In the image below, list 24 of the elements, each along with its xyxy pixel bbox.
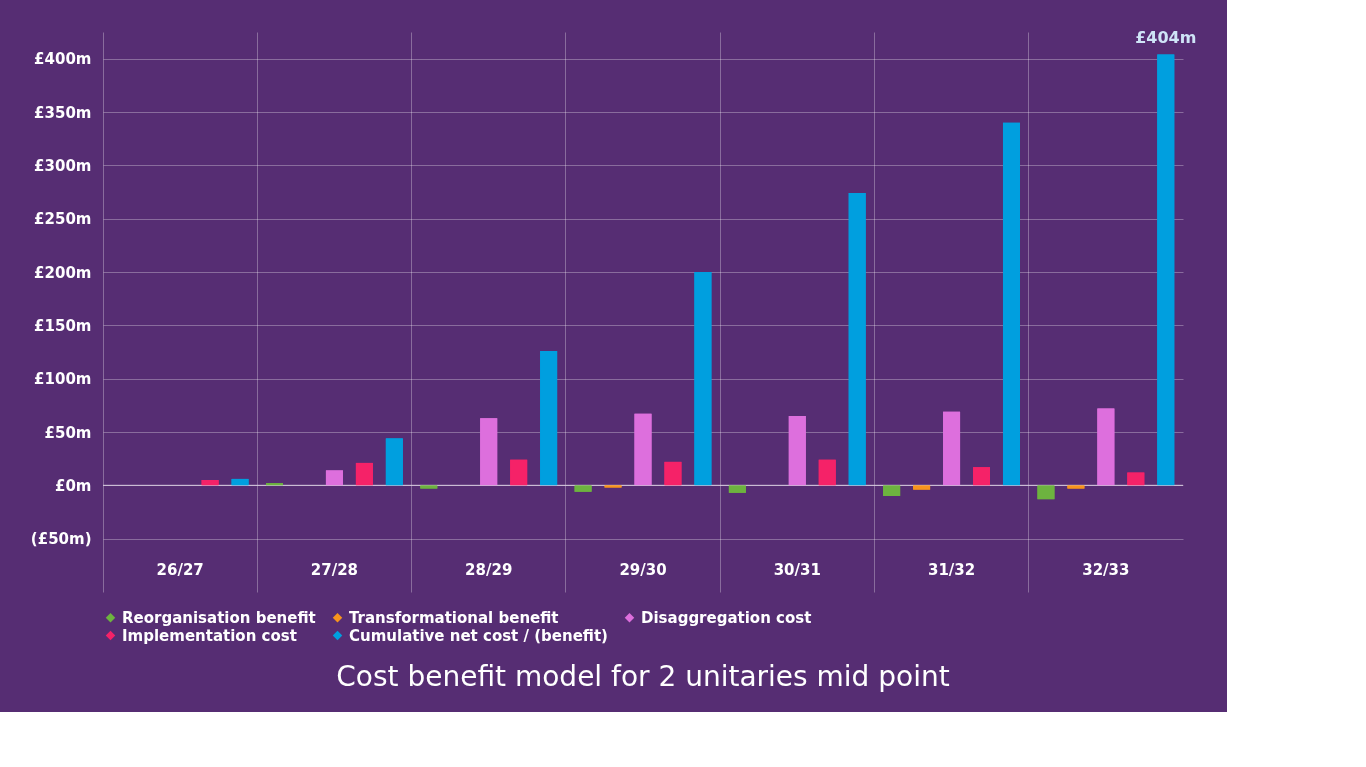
y-tick-label: £50m <box>44 423 92 442</box>
y-tick-label: £400m <box>34 50 92 69</box>
data-label: £404m <box>1135 28 1197 48</box>
legend-label: Transformational benefit <box>349 608 559 627</box>
y-tick-label: (£50m) <box>30 530 92 549</box>
x-tick-label: 27/28 <box>310 560 359 579</box>
x-tick-label: 30/31 <box>773 560 821 579</box>
y-tick-label: £200m <box>34 263 92 282</box>
x-tick-label: 29/30 <box>619 560 667 579</box>
text: Cost benefit model for 2 unitaries mid point <box>336 660 950 693</box>
x-tick-label: 31/32 <box>927 560 976 579</box>
x-tick-label: 32/33 <box>1082 560 1130 579</box>
legend-label: Reorganisation benefit <box>122 608 316 627</box>
y-tick-label: £0m <box>54 476 92 495</box>
y-tick-label: £250m <box>34 210 92 229</box>
legend-label: Cumulative net cost / (benefit) <box>349 626 608 645</box>
y-tick-label: £300m <box>34 156 92 175</box>
y-tick-label: £150m <box>34 316 92 335</box>
x-tick-label: 26/27 <box>156 560 204 579</box>
x-tick-label: 28/29 <box>465 560 513 579</box>
y-tick-label: £100m <box>34 370 92 389</box>
y-tick-label: £350m <box>34 103 92 122</box>
legend-label: Disaggregation cost <box>641 608 812 627</box>
legend-label: Implementation cost <box>122 626 297 645</box>
